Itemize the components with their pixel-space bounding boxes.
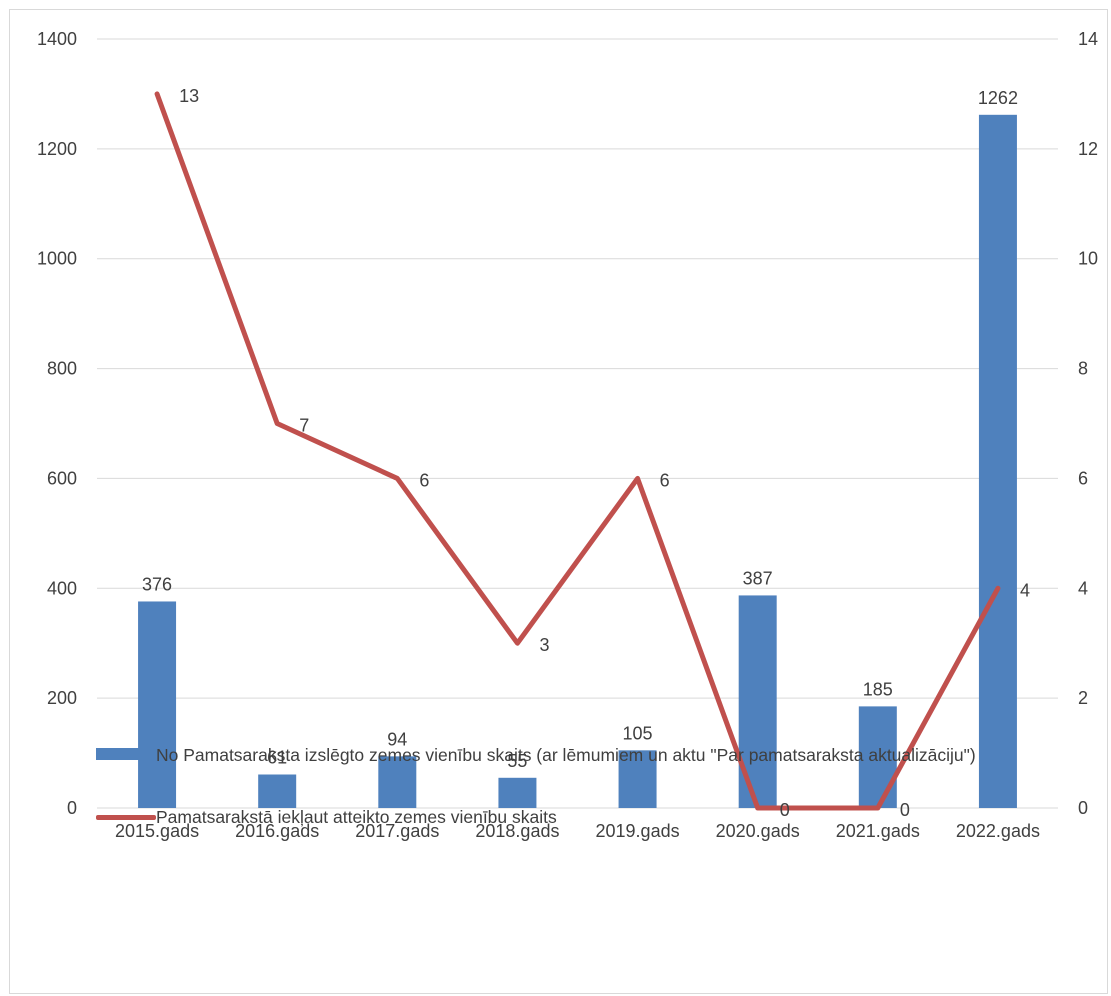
- right-axis-tick-label: 14: [1078, 29, 1098, 49]
- right-axis-tick-label: 0: [1078, 798, 1088, 818]
- x-axis-tick-label: 2020.gads: [716, 821, 800, 841]
- x-axis-tick-label: 2015.gads: [115, 821, 199, 841]
- legend-item-line: Pamatsarakstā iekļaut atteikto zemes vie…: [96, 805, 1056, 831]
- line-series: [154, 91, 1001, 811]
- legend-label-bars: No Pamatsaraksta izslēgto zemes vienību …: [156, 745, 976, 765]
- chart-frame: [9, 9, 1108, 994]
- legend-swatch-bars: [96, 748, 156, 760]
- right-axis-tick-label: 12: [1078, 139, 1098, 159]
- bar: [378, 756, 417, 808]
- line-data-labels: 13 7 6 3 6 0 0 4: [179, 86, 1030, 820]
- series-line: [154, 91, 1001, 811]
- bar: [258, 774, 297, 808]
- left-axis-ticks: 0 200 400 600 800 1000 1200 1400: [37, 29, 77, 818]
- left-axis-tick-label: 1400: [37, 29, 77, 49]
- bar-data-label: 1262: [978, 88, 1018, 108]
- line-data-label: 0: [900, 800, 910, 820]
- left-axis-tick-label: 0: [67, 798, 77, 818]
- gridlines: [97, 38, 1058, 809]
- bar-data-label: 94: [387, 729, 407, 749]
- legend-swatch-line: [96, 815, 156, 820]
- right-axis-tick-label: 10: [1078, 249, 1098, 269]
- bar-data-label: 387: [743, 568, 773, 588]
- legend-item-bars: No Pamatsaraksta izslēgto zemes vienību …: [96, 743, 1056, 793]
- line-data-label: 6: [419, 470, 429, 490]
- left-axis-tick-label: 1000: [37, 249, 77, 269]
- line-data-label: 3: [539, 635, 549, 655]
- left-axis-tick-label: 1200: [37, 139, 77, 159]
- line-data-label: 0: [780, 800, 790, 820]
- bar-data-label: 105: [623, 723, 653, 743]
- bar: [858, 706, 897, 808]
- right-axis-tick-label: 4: [1078, 578, 1088, 598]
- bar-data-label: 55: [507, 751, 527, 771]
- x-axis-ticks: 2015.gads 2016.gads 2017.gads 2018.gads 2019…: [115, 821, 1040, 841]
- x-axis-tick-label: 2016.gads: [235, 821, 319, 841]
- line-data-label: 13: [179, 86, 199, 106]
- right-axis-tick-label: 8: [1078, 359, 1088, 379]
- legend-label-line: Pamatsarakstā iekļaut atteikto zemes vie…: [156, 807, 557, 827]
- x-axis-tick-label: 2019.gads: [596, 821, 680, 841]
- line-data-label: 6: [660, 470, 670, 490]
- right-axis-tick-label: 6: [1078, 468, 1088, 488]
- bar: [498, 777, 537, 808]
- bar-data-label: 61: [267, 747, 287, 767]
- bar-series: [138, 114, 1017, 808]
- left-axis-tick-label: 200: [47, 688, 77, 708]
- left-axis-tick-label: 400: [47, 578, 77, 598]
- x-axis-tick-label: 2022.gads: [956, 821, 1040, 841]
- bar: [618, 750, 657, 808]
- bar-data-label: 185: [863, 679, 893, 699]
- left-axis-tick-label: 800: [47, 359, 77, 379]
- bar: [138, 601, 177, 808]
- left-axis-tick-label: 600: [47, 468, 77, 488]
- x-axis-tick-label: 2017.gads: [355, 821, 439, 841]
- x-axis-tick-label: 2018.gads: [475, 821, 559, 841]
- line-data-label: 7: [299, 416, 309, 436]
- x-axis-tick-label: 2021.gads: [836, 821, 920, 841]
- bar-data-label: 376: [142, 574, 172, 594]
- bar: [978, 114, 1017, 808]
- right-axis-tick-label: 2: [1078, 688, 1088, 708]
- right-axis-ticks: 0 2 4 6 8 10 12 14: [1078, 29, 1098, 818]
- line-data-label: 4: [1020, 580, 1030, 600]
